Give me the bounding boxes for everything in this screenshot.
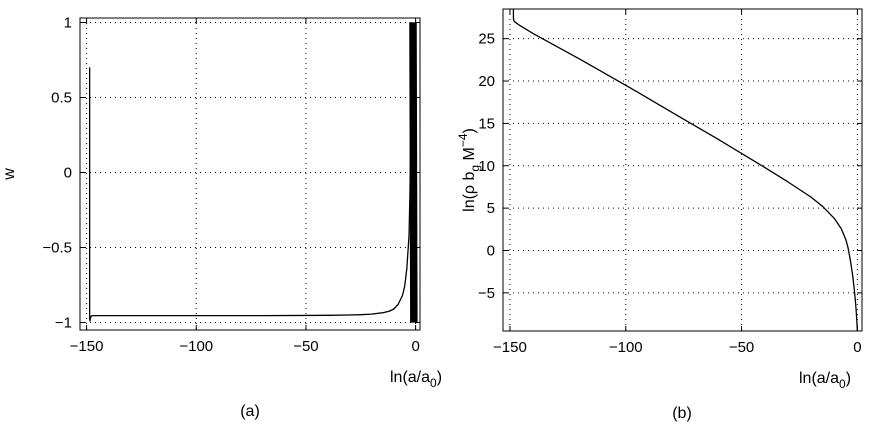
data-point: [810, 196, 812, 198]
data-point: [408, 235, 410, 236]
data-point: [89, 320, 91, 322]
data-point: [327, 314, 329, 316]
data-point: [718, 139, 719, 140]
data-point: [787, 181, 789, 183]
data-point: [532, 33, 534, 34]
data-point: [764, 167, 766, 168]
y-tick-label: −0.5: [42, 240, 72, 257]
data-point: [513, 20, 515, 22]
data-point: [93, 315, 95, 316]
data-point: [671, 111, 673, 113]
y-tick-label: 0.5: [51, 90, 72, 107]
data-point: [854, 296, 856, 298]
data-point: [579, 58, 580, 60]
data-point: [89, 317, 91, 319]
data-point: [360, 314, 362, 316]
y-tick-label: −5: [478, 285, 495, 302]
y-tick-label: 0: [487, 243, 495, 260]
data-point: [514, 21, 515, 23]
data-point: [97, 315, 98, 316]
x-tick-label: 0: [853, 339, 861, 356]
x-tick-label: 0: [411, 338, 419, 355]
data-point: [856, 317, 858, 319]
data-point: [833, 217, 835, 219]
y-tick-label: 1: [64, 15, 72, 32]
x-tick-label: −150: [493, 339, 527, 356]
series-line: [409, 22, 418, 323]
data-point: [130, 315, 131, 316]
data-point: [518, 24, 520, 26]
data-point: [850, 260, 851, 262]
panel-label: (b): [672, 405, 692, 422]
data-point: [89, 67, 91, 68]
data-point: [349, 314, 351, 316]
plot-area-frame: [79, 17, 421, 331]
data-point: [382, 312, 384, 314]
data-point: [90, 316, 92, 318]
data-point: [414, 22, 416, 23]
data-point: [856, 330, 858, 332]
data-point: [847, 247, 849, 249]
data-point: [513, 17, 514, 19]
panel-a: −150 −100 −50 0 −1 −0.5 0 0.5 1 ln(a/a0) w (a): [1, 15, 442, 421]
y-tick-label: 25: [478, 31, 495, 48]
data-point: [625, 84, 627, 86]
y-tick-label: −1: [55, 315, 72, 332]
y-tick-label: 15: [478, 115, 495, 132]
data-point: [845, 239, 847, 240]
data-point: [261, 315, 263, 316]
y-axis-label: ln(ρ bg M−4): [456, 128, 482, 212]
data-point: [89, 318, 91, 320]
data-point: [513, 8, 514, 10]
data-point: [404, 286, 406, 287]
x-tick-label: −100: [609, 339, 643, 356]
data-point: [411, 322, 413, 323]
y-tick-label: 0: [64, 165, 72, 182]
data-point: [92, 315, 93, 317]
data-point: [855, 307, 857, 309]
data-point: [388, 310, 390, 312]
data-point: [840, 228, 842, 229]
data-point: [410, 22, 412, 23]
x-tick-label: −50: [729, 339, 754, 356]
data-point: [397, 304, 399, 305]
y-axis-label: w: [1, 168, 18, 181]
x-tick-label: −100: [179, 338, 213, 355]
x-axis-label: ln(a/a0): [799, 370, 851, 391]
data-point: [217, 315, 219, 316]
x-axis-label: ln(a/a0): [390, 369, 442, 390]
data-point: [853, 285, 855, 287]
data-point: [406, 268, 408, 269]
panel-label: (a): [240, 403, 260, 420]
data-point: [305, 315, 307, 316]
y-tick-label: 20: [478, 73, 495, 90]
data-point: [415, 322, 417, 323]
plot-area-frame: [502, 8, 863, 332]
data-point: [173, 315, 175, 316]
series-line: [512, 9, 859, 332]
y-tick-label: 5: [487, 200, 495, 217]
x-tick-label: −50: [293, 338, 318, 355]
series-line: [89, 22, 412, 322]
data-point: [393, 308, 395, 310]
data-point: [402, 295, 403, 296]
data-point: [412, 22, 414, 23]
data-point: [91, 315, 92, 317]
y-tick-label: 10: [478, 158, 495, 175]
data-point: [822, 206, 824, 207]
data-point: [515, 22, 517, 23]
data-point: [371, 313, 373, 315]
data-point: [413, 322, 415, 323]
data-point: [852, 275, 854, 277]
x-tick-label: −150: [70, 338, 104, 355]
